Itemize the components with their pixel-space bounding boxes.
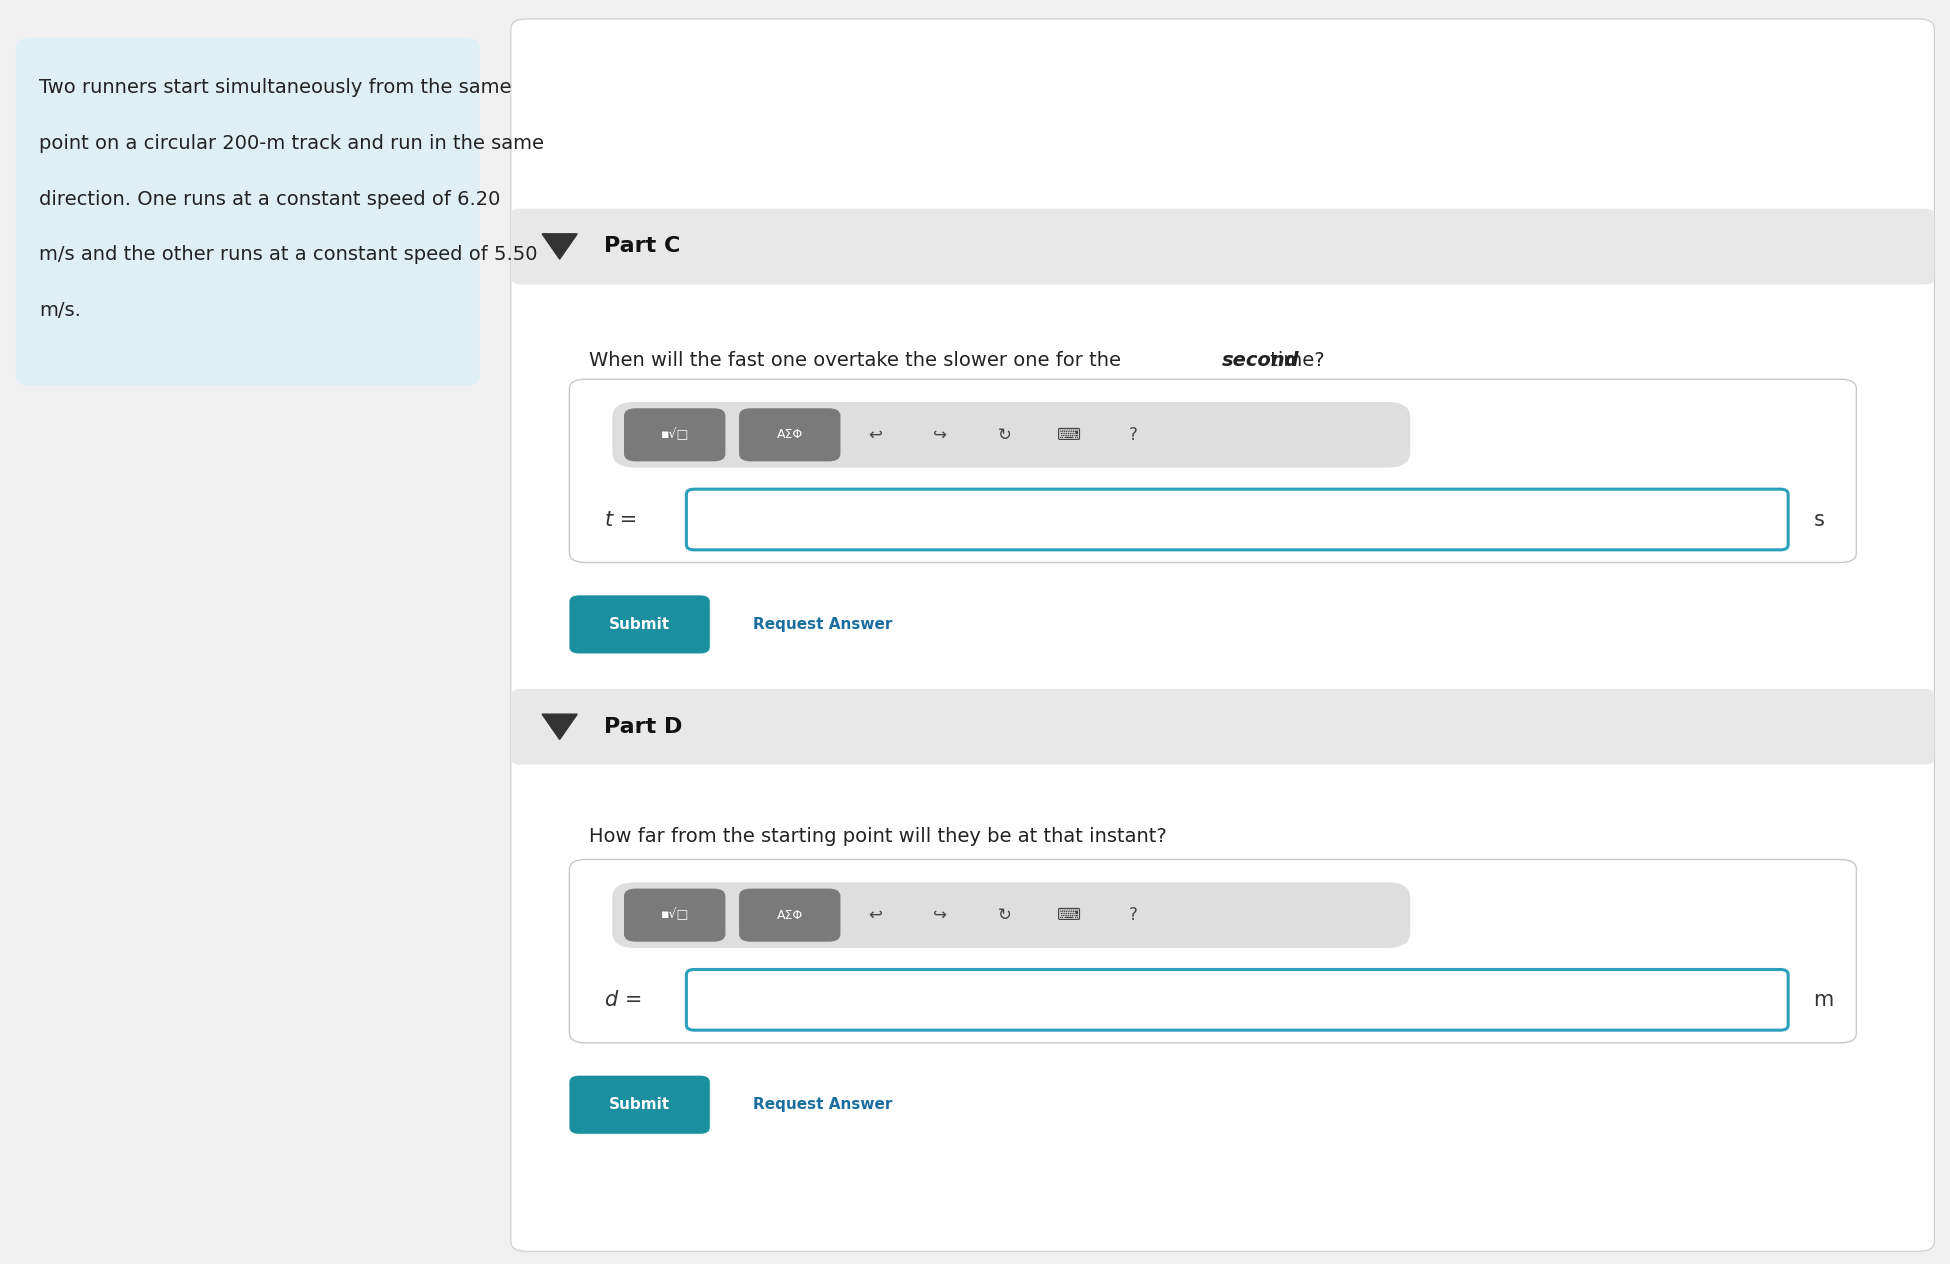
- Text: m/s.: m/s.: [39, 301, 80, 320]
- FancyBboxPatch shape: [624, 889, 725, 942]
- FancyBboxPatch shape: [612, 402, 1410, 468]
- FancyBboxPatch shape: [569, 1076, 710, 1134]
- Text: ?: ?: [1129, 426, 1137, 444]
- FancyBboxPatch shape: [511, 209, 1934, 284]
- Text: Part C: Part C: [604, 236, 681, 257]
- Text: ▪√□: ▪√□: [661, 428, 688, 441]
- FancyBboxPatch shape: [612, 882, 1410, 948]
- Text: Two runners start simultaneously from the same: Two runners start simultaneously from th…: [39, 78, 511, 97]
- Text: When will the fast one overtake the slower one for the: When will the fast one overtake the slow…: [589, 350, 1127, 370]
- Text: m/s and the other runs at a constant speed of 5.50: m/s and the other runs at a constant spe…: [39, 245, 538, 264]
- Text: d =: d =: [604, 990, 642, 1010]
- Polygon shape: [542, 714, 577, 739]
- FancyBboxPatch shape: [569, 379, 1856, 562]
- FancyBboxPatch shape: [511, 689, 1934, 765]
- Text: ΑΣΦ: ΑΣΦ: [776, 428, 803, 441]
- FancyBboxPatch shape: [511, 19, 1934, 1251]
- Text: How far from the starting point will they be at that instant?: How far from the starting point will the…: [589, 827, 1166, 847]
- Text: ⌨: ⌨: [1057, 426, 1080, 444]
- Text: direction. One runs at a constant speed of 6.20: direction. One runs at a constant speed …: [39, 190, 501, 209]
- Text: Request Answer: Request Answer: [753, 1097, 891, 1112]
- Text: ⌨: ⌨: [1057, 906, 1080, 924]
- Text: ?: ?: [1129, 906, 1137, 924]
- Text: ↪: ↪: [932, 906, 948, 924]
- FancyBboxPatch shape: [739, 889, 840, 942]
- Text: s: s: [1814, 509, 1825, 530]
- Text: Submit: Submit: [608, 617, 671, 632]
- Text: ΑΣΦ: ΑΣΦ: [776, 909, 803, 921]
- Polygon shape: [542, 234, 577, 259]
- Text: second: second: [1221, 350, 1299, 370]
- Text: Request Answer: Request Answer: [753, 617, 891, 632]
- FancyBboxPatch shape: [569, 595, 710, 653]
- Text: ↩: ↩: [868, 426, 883, 444]
- Text: Part D: Part D: [604, 717, 682, 737]
- Text: ↻: ↻: [996, 426, 1012, 444]
- FancyBboxPatch shape: [569, 860, 1856, 1043]
- Text: m: m: [1814, 990, 1833, 1010]
- FancyBboxPatch shape: [16, 38, 480, 386]
- FancyBboxPatch shape: [739, 408, 840, 461]
- FancyBboxPatch shape: [624, 408, 725, 461]
- Text: t =: t =: [604, 509, 638, 530]
- Text: time?: time?: [1264, 350, 1326, 370]
- Text: Submit: Submit: [608, 1097, 671, 1112]
- FancyBboxPatch shape: [686, 489, 1788, 550]
- Text: ↻: ↻: [996, 906, 1012, 924]
- Text: ▪√□: ▪√□: [661, 909, 688, 921]
- FancyBboxPatch shape: [686, 969, 1788, 1030]
- Text: ↩: ↩: [868, 906, 883, 924]
- Text: ↪: ↪: [932, 426, 948, 444]
- Text: point on a circular 200-m track and run in the same: point on a circular 200-m track and run …: [39, 134, 544, 153]
